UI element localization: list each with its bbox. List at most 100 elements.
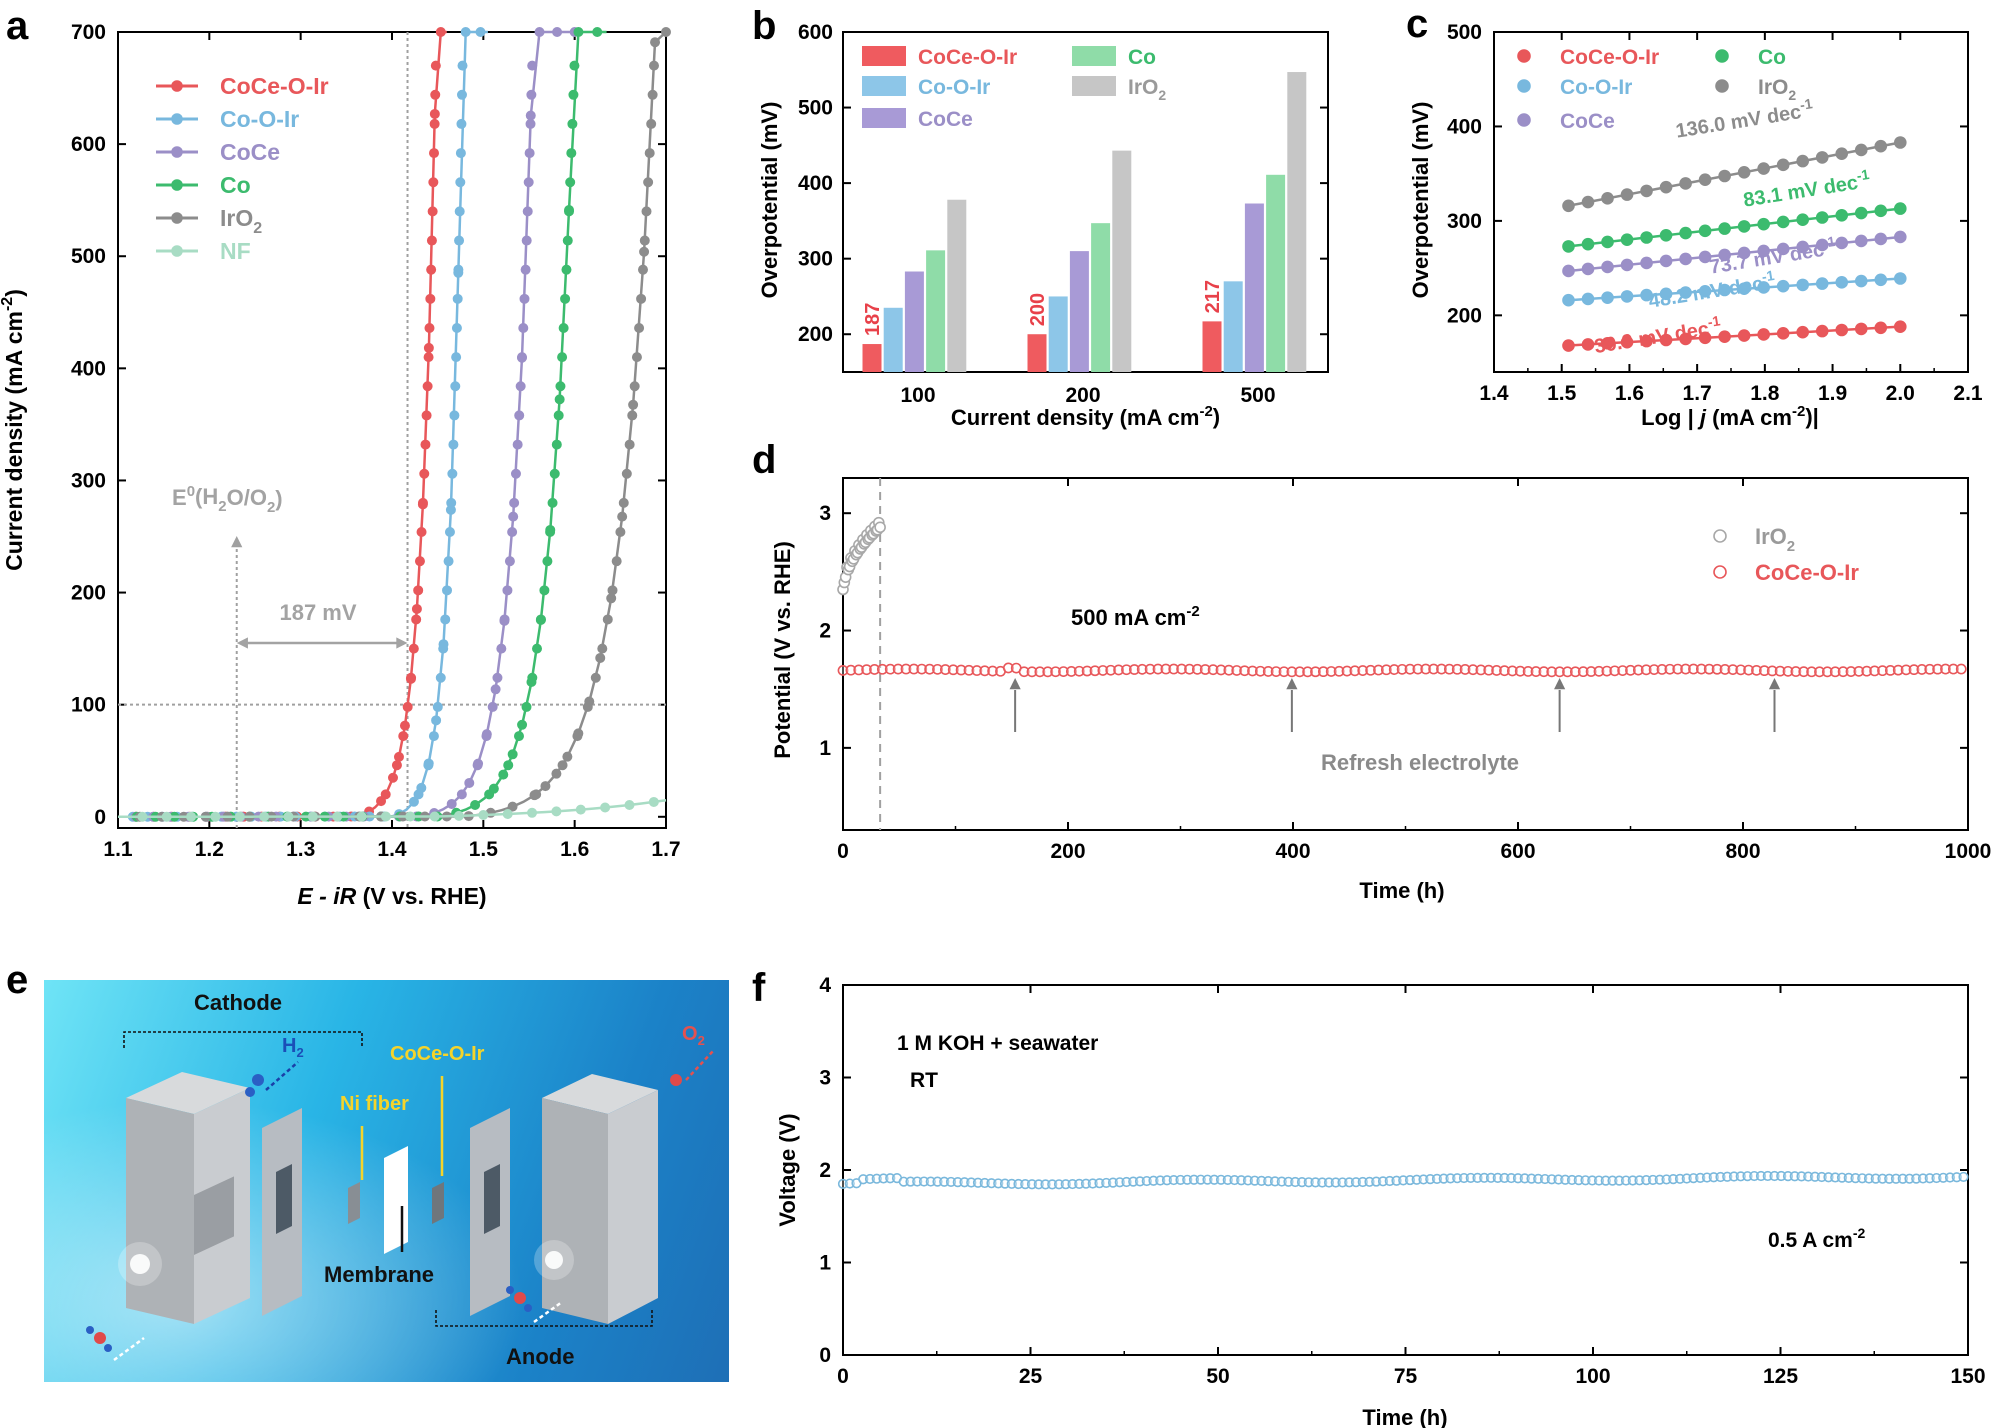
bar [904, 271, 924, 372]
data-point [1711, 663, 1723, 675]
data-point [540, 781, 551, 792]
data-point [443, 556, 454, 567]
data-point [551, 806, 562, 817]
data-point [955, 664, 967, 676]
data-point [498, 769, 509, 780]
data-point [429, 118, 440, 129]
series-coce-o-ir [118, 26, 447, 822]
data-point [1620, 335, 1634, 349]
data-point [555, 381, 566, 392]
data-point [1737, 220, 1751, 233]
e0-arrow-head [231, 536, 243, 548]
data-point [551, 768, 562, 779]
x-tick-label: 2.1 [1953, 382, 1983, 405]
data-point [1333, 665, 1345, 677]
data-point [1459, 664, 1471, 675]
data-point [1128, 664, 1140, 675]
y-tick-label: 4 [819, 974, 831, 997]
legend-marker [1715, 49, 1729, 63]
data-point [602, 614, 613, 625]
legend-swatch [862, 46, 906, 66]
data-point [1121, 664, 1132, 676]
data-point [643, 177, 654, 188]
data-point [1640, 288, 1653, 302]
data-point [1302, 666, 1314, 678]
x-tick-label: 1.6 [1615, 382, 1644, 405]
series-voltage [837, 1170, 1969, 1190]
data-point [1955, 663, 1967, 675]
data-point [1620, 233, 1634, 247]
data-point [510, 468, 521, 479]
y-tick-label: 400 [71, 357, 106, 380]
bar [1048, 296, 1068, 372]
data-point [450, 381, 461, 392]
data-point [1207, 664, 1219, 676]
data-point [1679, 252, 1692, 266]
data-point [618, 497, 629, 508]
data-point [1679, 177, 1692, 190]
data-point [520, 264, 531, 275]
data-point [617, 511, 628, 522]
bar-value-label: 217 [1202, 280, 1224, 313]
data-point [137, 811, 148, 822]
data-point [1617, 665, 1629, 676]
data-point [1796, 240, 1809, 254]
data-point [636, 293, 647, 304]
data-point [1932, 663, 1944, 675]
data-point [1698, 331, 1712, 345]
water-molecule-icon [86, 1326, 112, 1352]
data-point [1601, 235, 1614, 249]
data-point [490, 684, 501, 695]
y-tick-label: 300 [798, 248, 833, 271]
data-point [1659, 287, 1673, 301]
data-point [507, 749, 518, 760]
data-point [451, 352, 462, 363]
data-point [634, 322, 645, 333]
catalyst-label: CoCe-O-Ir [390, 1043, 485, 1065]
bar-value-label: 187 [862, 303, 884, 336]
legend-marker [1715, 79, 1729, 93]
h2-bubble-icon [245, 1087, 255, 1097]
chart-b: 200 300 400 500 600 100 187 200 200 500 217 Current… [757, 21, 1329, 430]
y-tick-label: 2 [819, 620, 831, 643]
x-tick-label: 1.6 [560, 838, 589, 861]
bar [1112, 150, 1132, 372]
x-tick-label: 1.5 [469, 838, 499, 861]
plot-frame [842, 477, 1969, 831]
data-point [532, 643, 543, 654]
data-point [1632, 664, 1644, 676]
data-point [557, 352, 568, 363]
e0-label: E0(H2O/O2) [172, 483, 283, 516]
x-tick-label: 125 [1763, 1365, 1798, 1388]
data-point [478, 810, 489, 821]
data-point [408, 643, 419, 654]
data-point [1581, 338, 1595, 351]
data-point [523, 177, 534, 188]
legend-swatch [862, 108, 906, 128]
x-tick-label: 1.7 [1683, 382, 1712, 405]
h2-arrow [265, 1061, 299, 1091]
data-point [1757, 162, 1770, 175]
data-point [508, 511, 519, 522]
x-tick-label: 200 [1050, 840, 1085, 863]
data-point [1538, 666, 1550, 678]
y-axis-label: Current density (mA cm-2) [0, 289, 27, 571]
data-point [1270, 666, 1282, 677]
data-point [615, 527, 626, 538]
data-point [447, 468, 458, 479]
data-point [186, 811, 197, 822]
data-point [454, 206, 465, 217]
data-point [512, 439, 523, 450]
data-point [558, 322, 569, 333]
data-point [425, 293, 436, 304]
data-point [876, 663, 888, 675]
data-point [405, 811, 416, 822]
data-point [449, 410, 460, 421]
data-point [456, 89, 467, 100]
series-coce [118, 26, 580, 822]
data-point [527, 672, 538, 683]
data-point [892, 663, 904, 675]
legend-label: CoCe-O-Ir [1755, 560, 1859, 585]
legend-label: Co-O-Ir [1560, 76, 1632, 99]
x-tick-label: 25 [1019, 1365, 1043, 1388]
